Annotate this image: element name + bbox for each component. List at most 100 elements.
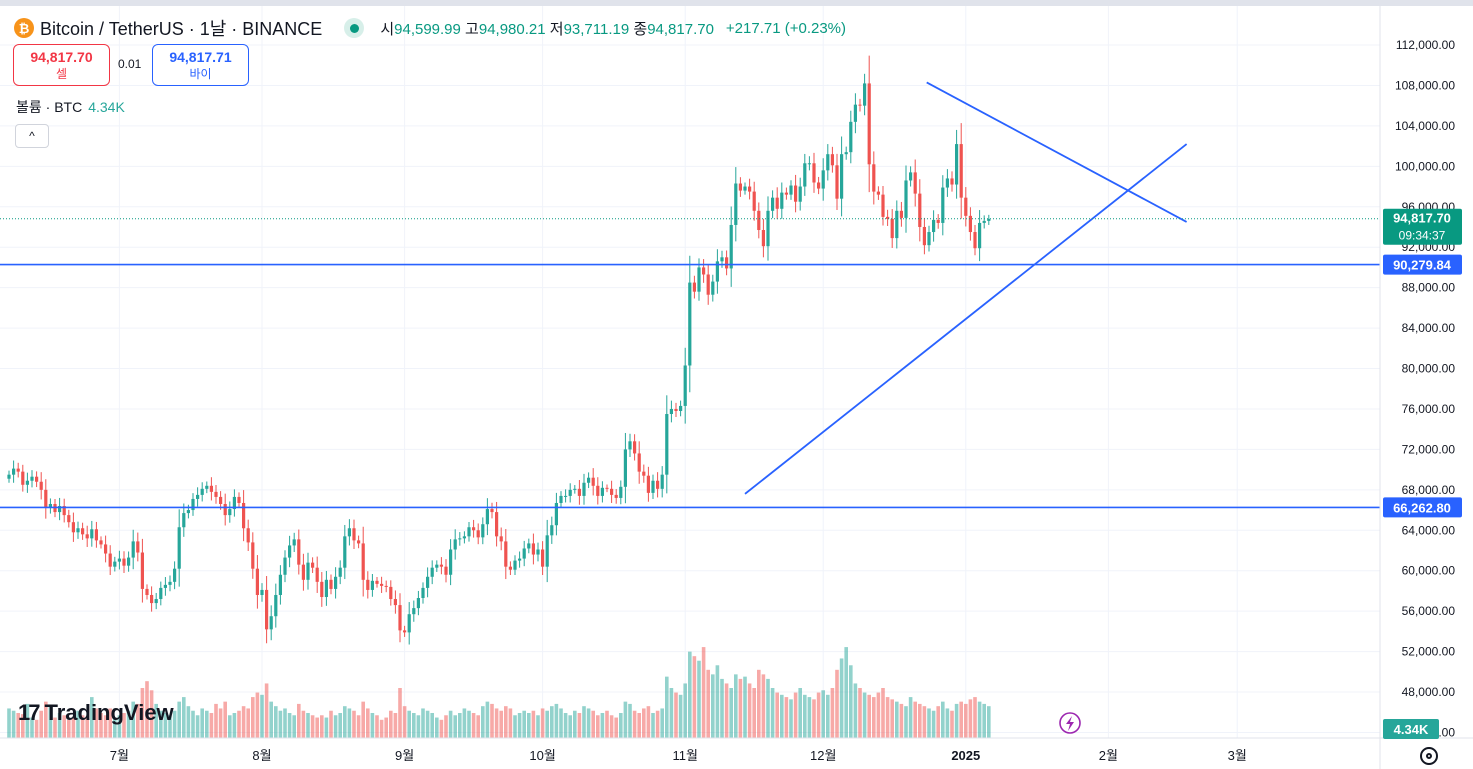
candle-body — [458, 538, 462, 540]
candle-body — [780, 192, 784, 209]
symbol-title[interactable]: Bitcoin / TetherUS · 1날 · BINANCE — [40, 19, 323, 39]
tradingview-logo[interactable]: 17 TradingView — [18, 700, 174, 726]
y-tick-label: 80,000.00 — [1402, 362, 1456, 376]
candle-body — [398, 605, 402, 631]
candle-body — [554, 502, 558, 526]
candle-body — [403, 630, 407, 633]
candle-body — [343, 536, 347, 568]
drawing-lines[interactable] — [0, 81, 1380, 509]
volume-bar — [94, 708, 99, 738]
volume-bar — [527, 713, 531, 738]
volume-bar — [517, 713, 522, 738]
volume-bar — [163, 713, 168, 738]
candle-body — [472, 527, 476, 531]
volume-bar — [678, 694, 683, 738]
candle-body — [347, 528, 351, 537]
candle-body — [255, 568, 259, 595]
lightning-icon-bolt — [1066, 716, 1074, 731]
candle-body — [435, 564, 439, 568]
candle-body — [895, 210, 899, 239]
volume-bar — [536, 715, 540, 738]
candle-body — [761, 230, 765, 247]
candle-body — [692, 282, 696, 292]
volume-bar — [99, 713, 103, 738]
candle-body — [58, 506, 62, 513]
candle-body — [177, 527, 181, 569]
candle-body — [352, 528, 356, 541]
symbol-legend: ₿ Bitcoin / TetherUS · 1날 · BINANCE 시94,… — [14, 15, 846, 41]
y-tick-label: 108,000.00 — [1395, 78, 1455, 92]
buy-button[interactable]: 94,817.71 바이 — [152, 44, 249, 86]
volume-bar — [159, 710, 163, 738]
candle-body — [329, 579, 333, 589]
price-axis[interactable]: 112,000.00 108,000.00 104,000.00 100,000.00… — [1379, 6, 1473, 769]
candle-body — [665, 414, 669, 475]
candle-body — [697, 267, 701, 292]
volume-bar — [361, 701, 365, 738]
volume-bar — [251, 697, 255, 738]
candle-body — [71, 522, 75, 533]
volume-bar — [490, 703, 494, 738]
time-axis[interactable]: 7월 8월 9월 10월 11월 12월 2025 2월 3월 — [0, 737, 1473, 763]
candle-body — [959, 144, 963, 198]
volume-bar — [724, 683, 729, 738]
candle-body — [890, 218, 894, 239]
sell-button[interactable]: 94,817.70 셀 — [13, 44, 110, 86]
candle-body — [899, 210, 903, 218]
candle-body — [504, 541, 508, 567]
candle-body — [577, 488, 581, 496]
volume-bar — [379, 719, 384, 738]
candle-body — [467, 527, 471, 537]
volume-bar — [807, 697, 812, 738]
volume-bar — [747, 683, 752, 738]
volume-bar — [628, 703, 632, 738]
candle-body — [918, 193, 922, 227]
volume-bar — [44, 701, 48, 738]
volume-bar — [573, 710, 577, 738]
y-tick-label: 76,000.00 — [1402, 402, 1456, 416]
volume-bar — [200, 708, 204, 738]
volume-bar — [954, 703, 959, 738]
volume-bar — [329, 710, 333, 738]
candle-body — [127, 557, 131, 566]
volume-bar — [743, 676, 747, 738]
candle-body — [214, 491, 218, 497]
horizontal-line-marker — [1383, 497, 1462, 518]
volume-bar — [904, 706, 908, 738]
candle-body — [39, 481, 43, 490]
candle-body — [306, 562, 310, 580]
candle-body — [113, 561, 117, 567]
candle-body — [803, 163, 807, 187]
bitcoin-icon: ₿ — [14, 18, 34, 38]
volume-bar — [7, 708, 11, 738]
volume-bar — [968, 699, 973, 738]
volume-bar — [393, 713, 398, 738]
volume-bar — [117, 715, 122, 738]
candle-body — [798, 186, 802, 202]
candle-body — [200, 488, 204, 495]
horizontal-line-marker — [1383, 254, 1462, 275]
y-tick-label: 64,000.00 — [1402, 523, 1456, 537]
x-tick-label: 8월 — [252, 748, 271, 763]
candle-body — [117, 558, 121, 562]
volume-bar — [439, 719, 444, 738]
collapse-legend-button[interactable]: ^ — [15, 124, 49, 148]
volume-bar — [209, 713, 214, 738]
volume-bar — [734, 674, 738, 738]
candle-body — [789, 185, 793, 195]
candle-body — [807, 163, 811, 165]
candle-body — [7, 474, 11, 479]
x-tick-label: 12월 — [810, 748, 836, 763]
candle-body — [909, 172, 913, 181]
gear-icon[interactable] — [1420, 747, 1438, 765]
volume-bar — [122, 713, 126, 738]
volume-bar — [577, 713, 582, 738]
candle-body — [315, 567, 319, 582]
candle-body — [536, 549, 540, 555]
candle-body — [237, 496, 241, 503]
volume-bar — [665, 676, 669, 738]
volume-bar — [402, 706, 407, 738]
candle-body — [122, 558, 126, 566]
candle-body — [389, 586, 393, 600]
